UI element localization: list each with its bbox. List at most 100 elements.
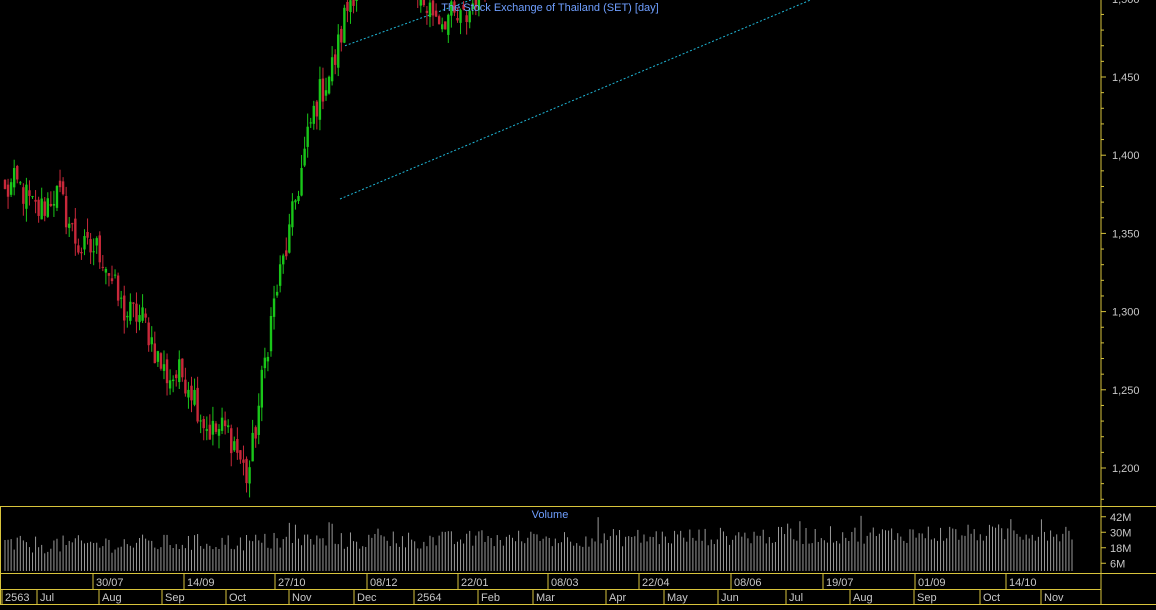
candle bbox=[9, 178, 13, 197]
candle bbox=[168, 369, 172, 395]
date-row2-label: 2564 bbox=[417, 592, 441, 604]
candle bbox=[282, 253, 285, 274]
candle bbox=[55, 185, 59, 212]
candle bbox=[291, 193, 294, 236]
candle bbox=[260, 365, 264, 422]
date-row1-label: 30/07 bbox=[96, 577, 124, 589]
candle bbox=[119, 290, 123, 309]
candle bbox=[193, 378, 196, 407]
candle bbox=[303, 136, 306, 168]
price-tick-label: 1,350 bbox=[1112, 228, 1140, 240]
candle bbox=[25, 177, 28, 222]
date-row1-label: 01/09 bbox=[918, 577, 946, 589]
candle bbox=[434, 3, 438, 18]
candle bbox=[275, 284, 279, 298]
volume-tick-label: 42M bbox=[1110, 512, 1131, 524]
candle bbox=[312, 100, 315, 130]
candle bbox=[3, 179, 7, 190]
candle bbox=[257, 393, 260, 445]
candle bbox=[162, 350, 166, 380]
candle bbox=[315, 99, 319, 130]
date-row2-label: Jul bbox=[789, 592, 803, 604]
date-row2-label: Sep bbox=[917, 592, 937, 604]
volume-tick-label: 18M bbox=[1110, 543, 1131, 555]
candle bbox=[471, 0, 474, 15]
candle bbox=[184, 367, 187, 397]
candle bbox=[92, 238, 95, 266]
candle bbox=[456, 7, 459, 23]
price-tick-label: 1,450 bbox=[1112, 72, 1140, 84]
volume-tick-label: 30M bbox=[1110, 527, 1131, 539]
candle bbox=[272, 285, 276, 330]
candle bbox=[31, 195, 34, 199]
volume-bars bbox=[4, 515, 1073, 571]
candle bbox=[306, 113, 309, 158]
candle bbox=[126, 311, 129, 328]
candle bbox=[89, 233, 92, 264]
price-tick-label: 1,400 bbox=[1112, 150, 1140, 162]
candle bbox=[205, 416, 208, 441]
candle bbox=[220, 407, 224, 435]
candle bbox=[340, 25, 343, 52]
candle bbox=[278, 255, 282, 293]
price-tick-label: 1,250 bbox=[1112, 385, 1140, 397]
candle bbox=[437, 14, 441, 25]
candle bbox=[444, 21, 447, 30]
chart-title: The Stock Exchange of Thailand (SET) [da… bbox=[441, 2, 658, 14]
candle bbox=[349, 0, 352, 24]
candle bbox=[153, 331, 157, 364]
date-row2-label: Apr bbox=[609, 592, 626, 604]
volume-title: Volume bbox=[532, 509, 569, 521]
candle bbox=[80, 247, 83, 260]
candle bbox=[77, 238, 80, 255]
date-row1-label: 27/10 bbox=[278, 577, 306, 589]
candle bbox=[156, 350, 160, 367]
candle bbox=[459, 8, 462, 35]
candle bbox=[327, 75, 331, 95]
candle bbox=[83, 229, 86, 256]
candle bbox=[98, 231, 101, 269]
candle bbox=[297, 190, 300, 205]
volume-tick-label: 6M bbox=[1110, 558, 1125, 570]
candle bbox=[285, 237, 288, 260]
candle bbox=[175, 370, 178, 387]
channel-line-lower bbox=[339, 0, 812, 200]
date-row1-label: 08/06 bbox=[734, 577, 762, 589]
candle bbox=[199, 414, 202, 434]
candle bbox=[309, 117, 312, 129]
date-row2-label: Dec bbox=[357, 592, 377, 604]
candle bbox=[343, 4, 346, 44]
candle bbox=[46, 192, 50, 218]
candle bbox=[447, 13, 450, 43]
candle bbox=[346, 0, 349, 23]
date-row2-label: Jul bbox=[40, 592, 54, 604]
date-row2-label: Aug bbox=[853, 592, 873, 604]
candle bbox=[12, 159, 16, 196]
candle bbox=[34, 190, 37, 214]
date-row2-label: May bbox=[667, 592, 688, 604]
price-tick-label: 1,500 bbox=[1112, 0, 1140, 6]
date-row2-label: Feb bbox=[481, 592, 500, 604]
candle bbox=[254, 425, 257, 448]
candle bbox=[71, 222, 74, 232]
candle bbox=[74, 207, 77, 256]
candle bbox=[181, 358, 184, 382]
volume-axis: 42M 30M 18M 6M bbox=[1101, 512, 1131, 570]
candle bbox=[129, 293, 132, 325]
candle bbox=[64, 186, 68, 235]
candle bbox=[294, 199, 297, 210]
candle bbox=[239, 450, 242, 464]
candle bbox=[337, 24, 340, 77]
candle bbox=[202, 415, 205, 441]
candle bbox=[477, 0, 481, 17]
candle bbox=[37, 196, 40, 223]
candle bbox=[165, 353, 169, 396]
candle bbox=[324, 77, 328, 101]
candle bbox=[214, 421, 218, 435]
candle bbox=[208, 414, 212, 440]
candle bbox=[86, 218, 89, 245]
candle bbox=[431, 0, 435, 26]
candle bbox=[43, 197, 46, 222]
candle bbox=[223, 411, 227, 435]
